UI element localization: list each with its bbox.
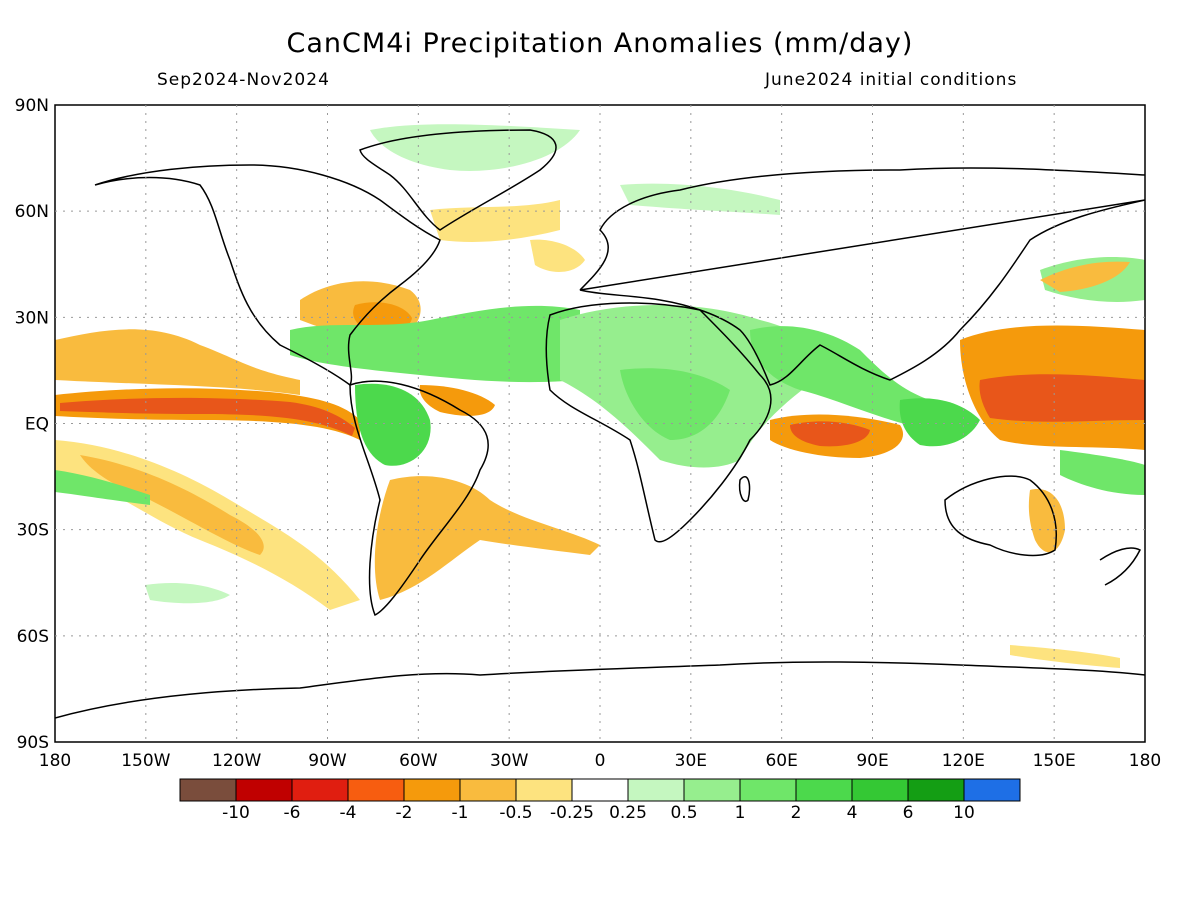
colorbar-label: 10 bbox=[953, 803, 975, 823]
forecast-period: Sep2024-Nov2024 bbox=[157, 70, 330, 90]
coastline-antarctica bbox=[55, 661, 1145, 719]
colorbar-label: 2 bbox=[791, 803, 802, 823]
colorbar-swatch bbox=[907, 778, 965, 802]
coastline-madagascar bbox=[738, 476, 751, 502]
coastline-north-america bbox=[94, 164, 441, 387]
colorbar-swatch bbox=[683, 778, 741, 802]
dry-anomaly-pacific-north bbox=[55, 329, 300, 395]
lon-tick-label: 30W bbox=[490, 751, 529, 771]
dry-anomaly-south-america bbox=[374, 476, 600, 600]
colorbar-label: -0.25 bbox=[550, 803, 594, 823]
colorbar-swatch bbox=[571, 778, 629, 802]
colorbar-label: 1 bbox=[735, 803, 746, 823]
dry-anomaly-southern-ocean bbox=[1010, 645, 1120, 668]
graticule bbox=[55, 105, 1145, 742]
wet-anomaly-indian-monsoon bbox=[750, 326, 930, 430]
lon-tick-label: 120W bbox=[212, 751, 261, 771]
lon-tick-label: 30E bbox=[675, 751, 707, 771]
lat-tick-label: 30N bbox=[15, 308, 49, 328]
dry-anomaly-northwest-pacific bbox=[1040, 261, 1130, 292]
colorbar-swatch bbox=[795, 778, 853, 802]
colorbar-swatch bbox=[739, 778, 797, 802]
dry-anomaly-north-pacific-atlantic bbox=[430, 200, 560, 242]
lon-tick-label: 0 bbox=[595, 751, 606, 771]
lon-tick-label: 180 bbox=[39, 751, 71, 771]
coastline-africa bbox=[545, 302, 772, 543]
dry-anomaly-tropical-atlantic bbox=[419, 385, 495, 416]
wet-anomaly-northern-eurasia bbox=[620, 183, 780, 215]
longitude-labels: 180 150W 120W 90W 60W 30W 0 30E 60E 90E 120E 150E 18… bbox=[39, 751, 1161, 771]
wet-anomaly-amazon bbox=[355, 383, 431, 466]
colorbar-label: -4 bbox=[340, 803, 357, 823]
colorbar-label: -0.5 bbox=[499, 803, 532, 823]
coastline-new-zealand bbox=[1099, 547, 1142, 586]
strong-dry-west-pacific bbox=[979, 374, 1145, 422]
colorbar-swatch bbox=[963, 778, 1021, 802]
wet-anomaly-caribbean bbox=[290, 305, 580, 383]
lat-tick-label: 90N bbox=[15, 96, 49, 116]
colorbar-swatch bbox=[627, 778, 685, 802]
colorbar-label: -10 bbox=[222, 803, 250, 823]
lat-tick-label: 90S bbox=[17, 733, 49, 753]
wet-anomaly-southwest-pacific bbox=[1060, 450, 1145, 495]
lon-tick-label: 60W bbox=[399, 751, 438, 771]
dry-anomaly-north-atlantic-high bbox=[530, 239, 585, 272]
lon-tick-label: 180 bbox=[1129, 751, 1161, 771]
wet-core-africa bbox=[620, 368, 730, 440]
colorbar-swatch bbox=[291, 778, 349, 802]
coastlines bbox=[55, 129, 1145, 719]
colorbar-label: -2 bbox=[396, 803, 413, 823]
lat-tick-label: 60N bbox=[15, 202, 49, 222]
colorbar-swatch bbox=[347, 778, 405, 802]
coastline-greenland bbox=[359, 129, 557, 231]
colorbar-swatch bbox=[851, 778, 909, 802]
colorbar-label: 4 bbox=[847, 803, 858, 823]
lon-tick-label: 90E bbox=[856, 751, 888, 771]
wet-anomaly-central-pacific bbox=[55, 470, 150, 505]
lon-tick-label: 60E bbox=[765, 751, 797, 771]
lon-tick-label: 150E bbox=[1033, 751, 1076, 771]
coastline-south-america bbox=[349, 380, 489, 617]
initial-conditions: June2024 initial conditions bbox=[765, 70, 1018, 90]
colorbar-swatch bbox=[459, 778, 517, 802]
colorbar: -10 -6 -4 -2 -1 -0.5 -0.25 0.25 0.5 1 2 4 6 10 bbox=[179, 778, 1021, 823]
lat-tick-label: EQ bbox=[25, 415, 49, 435]
wet-anomaly-maritime-continent bbox=[899, 398, 980, 447]
lon-tick-label: 150W bbox=[121, 751, 170, 771]
colorbar-swatch bbox=[515, 778, 573, 802]
colorbar-label: 6 bbox=[903, 803, 914, 823]
colorbar-label: -1 bbox=[452, 803, 469, 823]
colorbar-label: 0.5 bbox=[670, 803, 697, 823]
wet-anomaly-southern-ocean bbox=[145, 583, 230, 604]
dry-anomaly-spcz bbox=[80, 455, 264, 555]
colorbar-label: -6 bbox=[284, 803, 301, 823]
map-title: CanCM4i Precipitation Anomalies (mm/day) bbox=[286, 28, 914, 59]
colorbar-swatch bbox=[403, 778, 461, 802]
latitude-labels: 90N 60N 30N EQ 30S 60S 90S bbox=[15, 96, 49, 753]
lon-tick-label: 120E bbox=[942, 751, 985, 771]
coastline-eurasia bbox=[579, 167, 1145, 386]
anomaly-fields bbox=[55, 124, 1145, 668]
colorbar-swatch bbox=[179, 778, 237, 802]
lat-tick-label: 60S bbox=[17, 627, 49, 647]
colorbar-label: 0.25 bbox=[609, 803, 647, 823]
colorbar-swatch bbox=[235, 778, 293, 802]
lat-tick-label: 30S bbox=[17, 521, 49, 541]
coastline-australia bbox=[944, 475, 1057, 557]
strong-dry-indian-ocean bbox=[790, 421, 870, 447]
strong-dry-itcz bbox=[60, 397, 355, 436]
lon-tick-label: 90W bbox=[308, 751, 347, 771]
